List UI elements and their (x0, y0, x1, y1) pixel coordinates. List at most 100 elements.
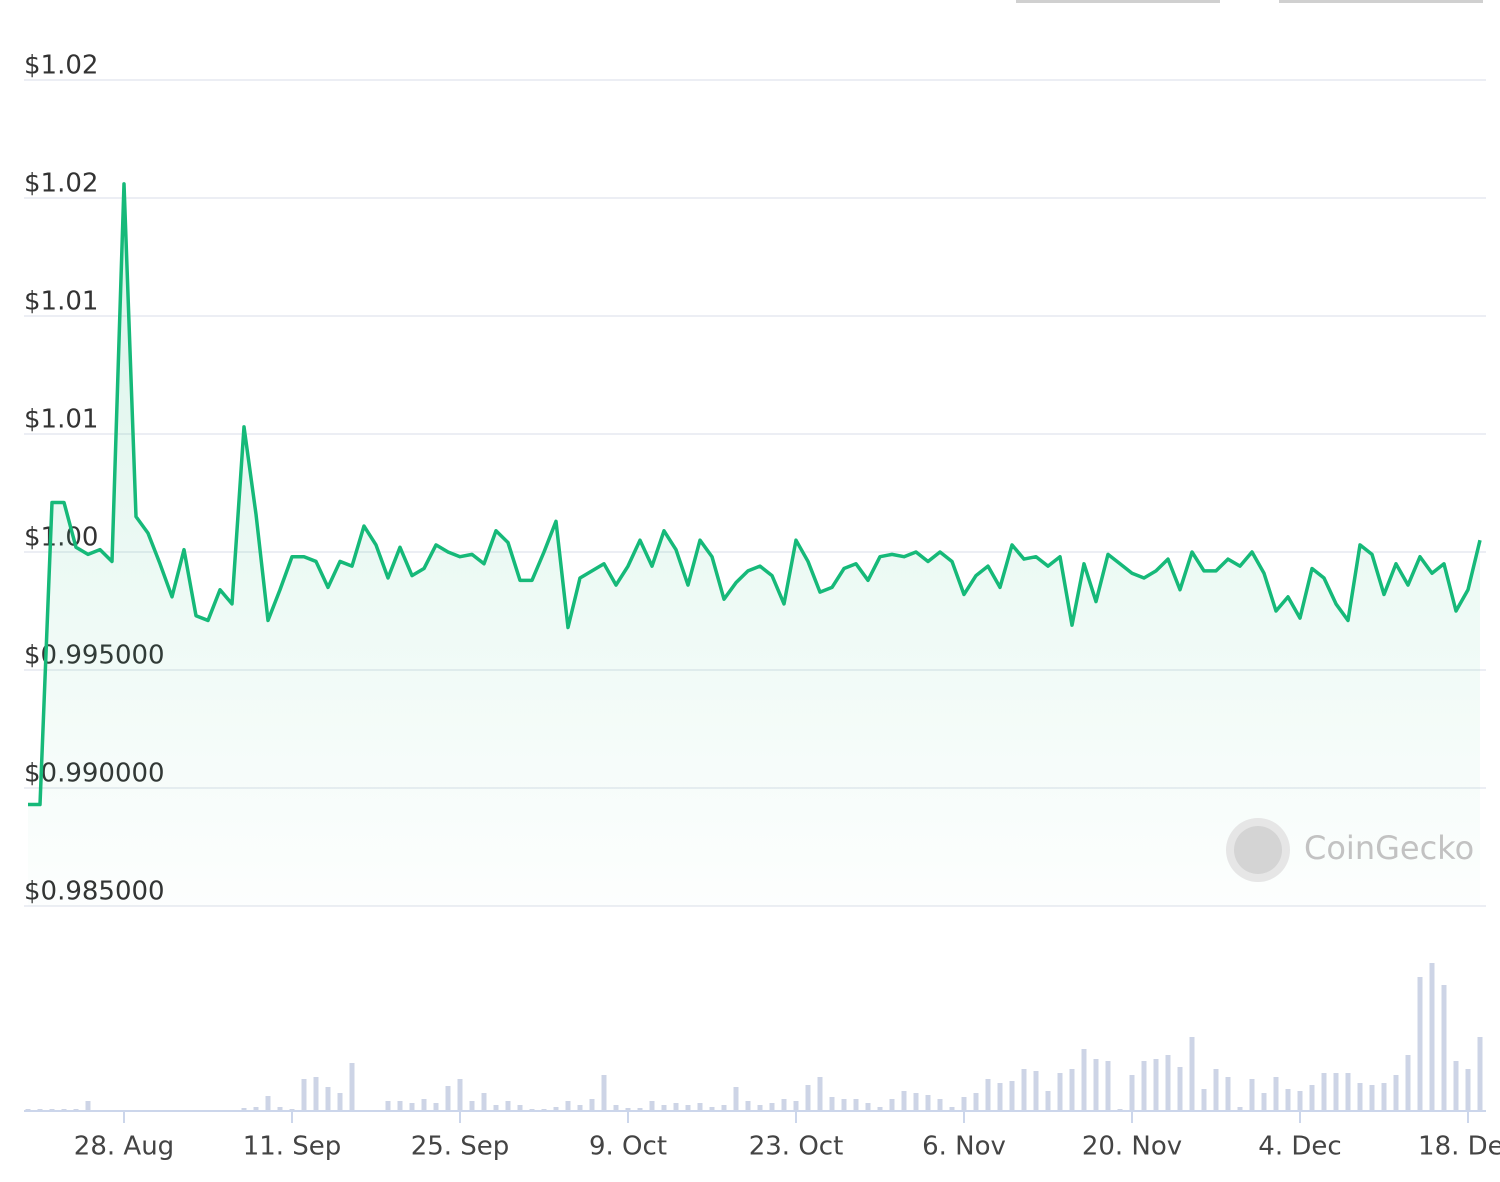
volume-bar (973, 1093, 979, 1111)
area (28, 183, 1480, 907)
x-tick-label: 11. Sep (243, 1132, 342, 1162)
y-tick-label: $1.01 (24, 405, 98, 435)
volume-bar (1429, 963, 1435, 1111)
volume-bar (553, 1107, 559, 1111)
volume-bar (1153, 1059, 1159, 1111)
x-tick-label: 18. Dec (1418, 1132, 1500, 1162)
volume-bar (649, 1101, 655, 1111)
volume-bar (865, 1103, 871, 1111)
volume-bar (829, 1097, 835, 1111)
button-edge (1016, 0, 1220, 3)
volume-bar (1333, 1073, 1339, 1111)
volume-bar (1393, 1075, 1399, 1111)
volume-bar (697, 1103, 703, 1111)
volume-bar (397, 1101, 403, 1111)
x-tick-label: 20. Nov (1082, 1132, 1182, 1162)
volume-bar (1165, 1055, 1171, 1111)
volume-bar (949, 1107, 955, 1111)
volume-bar (1021, 1069, 1027, 1111)
volume-bar (1177, 1067, 1183, 1111)
volume-bar (1369, 1085, 1375, 1111)
volume-bar (565, 1101, 571, 1111)
x-tick-label: 6. Nov (922, 1132, 1006, 1162)
volume-bar (1225, 1077, 1231, 1111)
volume-bar (241, 1108, 247, 1111)
volume-bar (1129, 1075, 1135, 1111)
volume-bar (577, 1105, 583, 1111)
volume-bar (1381, 1083, 1387, 1111)
volume-bar (1357, 1083, 1363, 1111)
volume-bar (673, 1103, 679, 1111)
volume-bar (601, 1075, 607, 1111)
volume-bar (637, 1108, 643, 1111)
volume-bar (469, 1101, 475, 1111)
volume-bar (325, 1087, 331, 1111)
volume-bar (985, 1079, 991, 1111)
volume-bar (733, 1087, 739, 1111)
volume-bar (1261, 1093, 1267, 1111)
volume-bar (745, 1101, 751, 1111)
y-tick-label: $1.01 (24, 287, 98, 317)
watermark-logo (1234, 826, 1282, 874)
volume-bar (1249, 1079, 1255, 1111)
volume-bar (925, 1095, 931, 1111)
volume-bar (1057, 1073, 1063, 1111)
volume-bar (709, 1107, 715, 1111)
volume-bar (1237, 1107, 1243, 1111)
volume-bar (1081, 1049, 1087, 1111)
volume-bar (349, 1063, 355, 1111)
volume-bar (1453, 1061, 1459, 1111)
watermark-text: CoinGecko (1304, 829, 1474, 867)
volume-bar (817, 1077, 823, 1111)
volume-bar (1189, 1037, 1195, 1111)
volume-bar (793, 1101, 799, 1111)
volume-bar (997, 1083, 1003, 1111)
volume-bar (421, 1099, 427, 1111)
volume-bar (901, 1091, 907, 1111)
volume-bar (1477, 1037, 1483, 1111)
volume-bar (613, 1105, 619, 1111)
volume-bar (445, 1086, 451, 1111)
volume-bar (1033, 1071, 1039, 1111)
button-edge (1279, 0, 1483, 3)
volume-bar (625, 1108, 631, 1111)
volume-bar (1345, 1073, 1351, 1111)
volume-bar (1285, 1089, 1291, 1111)
volume-bar (913, 1093, 919, 1111)
volume-bar (253, 1107, 259, 1111)
volume-bar (805, 1085, 811, 1111)
volume-bar (769, 1103, 775, 1111)
volume-bar (505, 1101, 511, 1111)
volume-bar (1141, 1061, 1147, 1111)
volume-bar (757, 1105, 763, 1111)
volume-bar (85, 1101, 91, 1111)
volume-bar (1045, 1091, 1051, 1111)
volume-bar (889, 1099, 895, 1111)
volume-bar (841, 1099, 847, 1111)
x-tick-label: 9. Oct (589, 1132, 667, 1162)
volume-bar (1309, 1085, 1315, 1111)
volume-bar (961, 1097, 967, 1111)
x-tick-label: 25. Sep (411, 1132, 510, 1162)
volume-bar (1297, 1091, 1303, 1111)
volume-bar (1321, 1073, 1327, 1111)
x-tick-label: 28. Aug (74, 1132, 174, 1162)
volume-bar (1201, 1089, 1207, 1111)
volume-bar (589, 1099, 595, 1111)
volume-bar (1093, 1059, 1099, 1111)
volume-bar (1105, 1061, 1111, 1111)
x-tick-label: 4. Dec (1258, 1132, 1341, 1162)
volume-bar (517, 1105, 523, 1111)
volume-bar (721, 1105, 727, 1111)
x-tick-label: 23. Oct (749, 1132, 844, 1162)
watermark: CoinGecko (1226, 818, 1474, 882)
volume-bar (1441, 985, 1447, 1111)
price-line (28, 182, 1482, 807)
volume-bar (301, 1079, 307, 1111)
y-tick-label: $1.02 (24, 51, 98, 81)
y-tick-label: $1.02 (24, 169, 98, 199)
volume-bar (277, 1107, 283, 1111)
volume-bar (853, 1099, 859, 1111)
